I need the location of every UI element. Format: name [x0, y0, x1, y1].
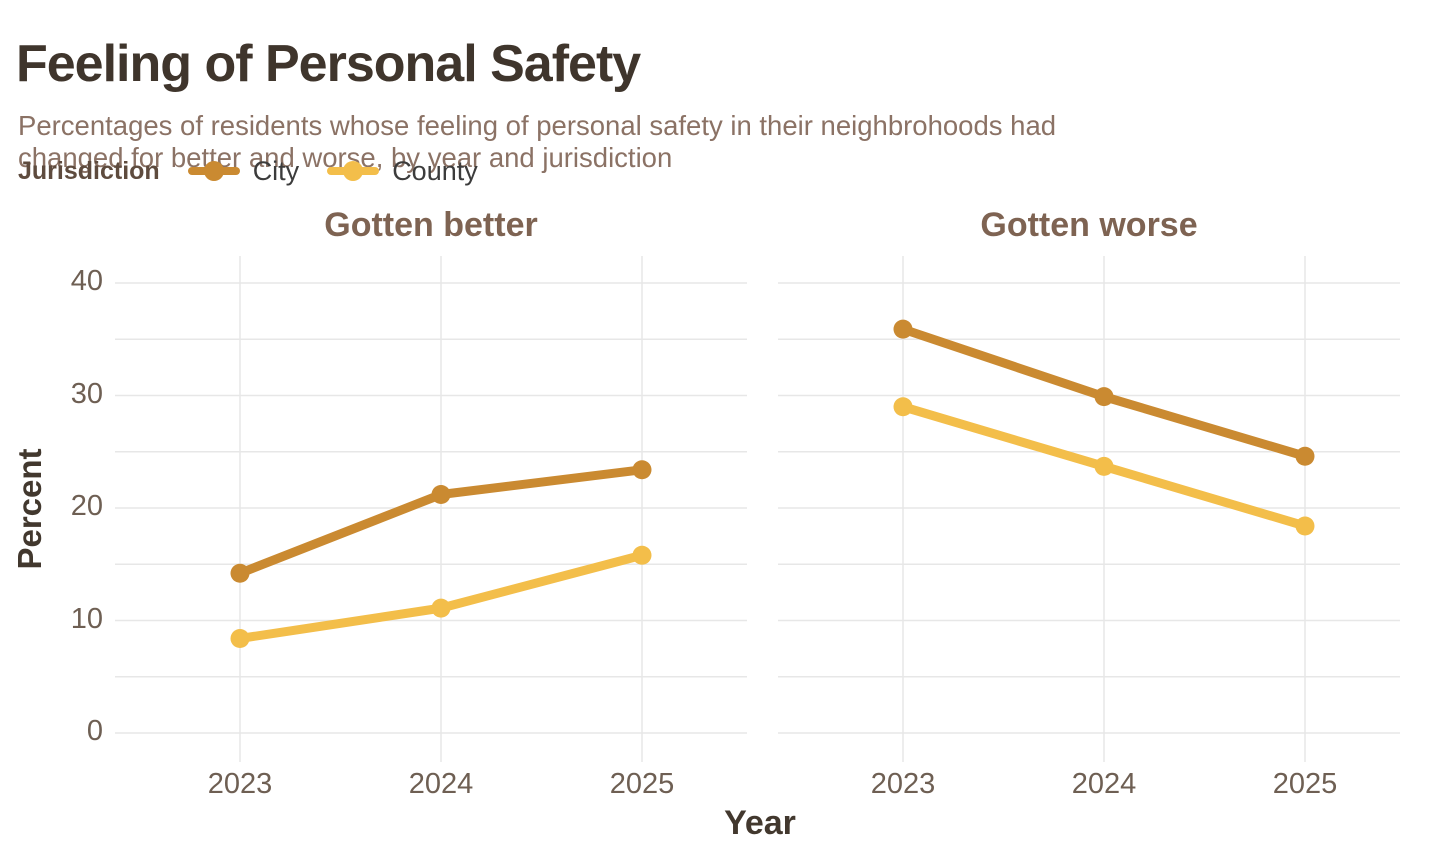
county-dot-swatch: [343, 161, 364, 181]
county-data-point: [1094, 456, 1114, 476]
legend-title: Jurisdiction: [18, 156, 160, 185]
city-data-point: [431, 485, 451, 504]
panel-plot-gotten-better: [115, 256, 747, 762]
legend-label-city: City: [252, 155, 300, 186]
county-line-marker-icon: [327, 159, 380, 183]
x-tick-label: 2025: [1272, 768, 1338, 800]
y-tick-label: 20: [70, 490, 103, 522]
legend: Jurisdiction City County: [18, 150, 478, 192]
x-tick-label: 2025: [609, 768, 675, 800]
panel-title-gotten-better: Gotten better: [324, 206, 538, 244]
chart-title: Feeling of Personal Safety: [16, 34, 641, 93]
county-data-point: [431, 598, 451, 618]
county-data-point: [632, 545, 652, 565]
panel-gotten-better: [115, 256, 747, 762]
legend-item-city: City: [187, 155, 300, 187]
y-tick-label: 0: [86, 715, 103, 747]
county-data-point: [230, 629, 250, 648]
y-tick-label: 30: [70, 377, 103, 410]
x-tick-label: 2023: [207, 768, 273, 800]
panel-title-gotten-worse: Gotten worse: [980, 206, 1198, 244]
subtitle-line-1: Percentages of residents whose feeling o…: [18, 109, 1057, 141]
panel-gotten-worse: [778, 256, 1400, 762]
county-data-point: [1295, 516, 1315, 536]
legend-label-county: County: [392, 155, 478, 186]
x-tick-label: 2024: [408, 768, 474, 800]
city-dot-swatch: [203, 161, 224, 181]
y-tick-label: 40: [70, 265, 103, 297]
x-axis-title: Year: [724, 804, 796, 842]
legend-item-county: County: [327, 156, 478, 187]
city-line-marker-icon: [187, 159, 240, 183]
panel-plot-gotten-worse: [778, 256, 1400, 762]
county-data-point: [893, 397, 913, 417]
y-tick-label: 10: [70, 602, 103, 635]
chart-subtitle: Percentages of residents whose feeling o…: [18, 110, 1056, 175]
city-data-point: [230, 563, 250, 583]
x-tick-label: 2023: [870, 768, 936, 800]
city-data-point: [893, 319, 913, 339]
city-data-point: [1094, 387, 1114, 407]
x-tick-label: 2024: [1071, 768, 1137, 800]
city-data-point: [1295, 446, 1315, 466]
city-data-point: [632, 460, 652, 480]
